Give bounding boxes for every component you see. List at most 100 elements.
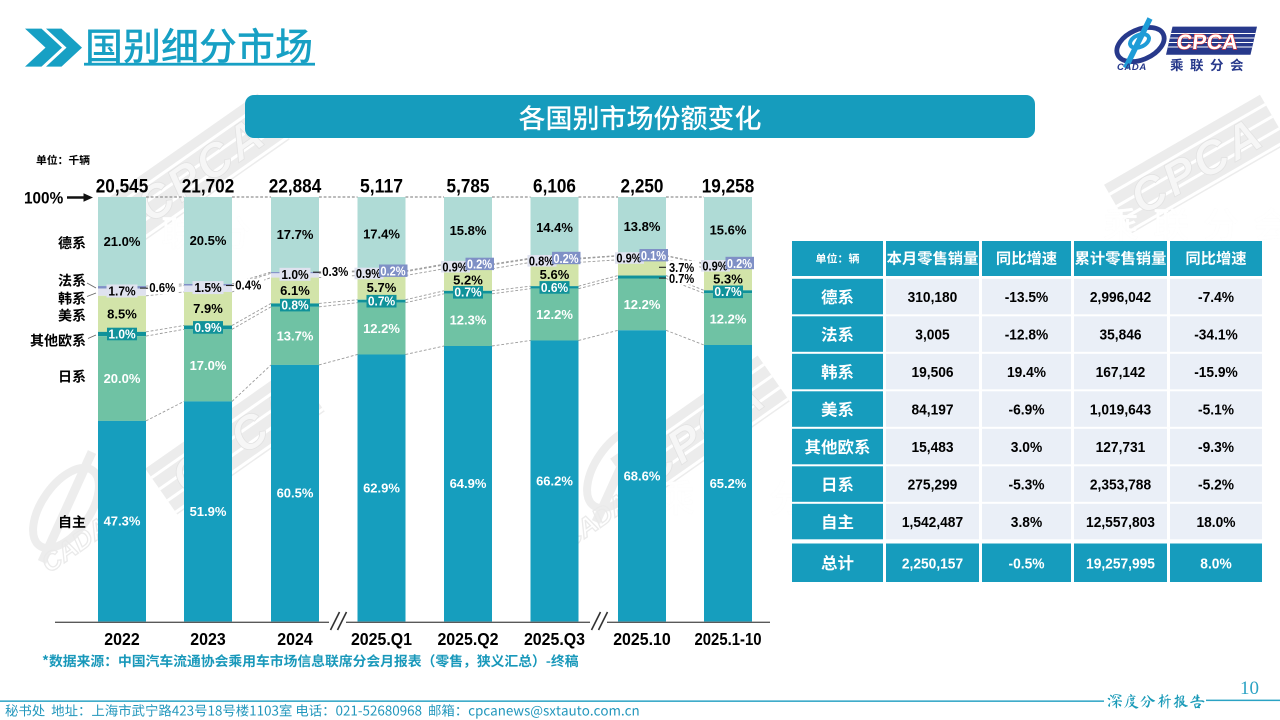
svg-text:66.2%: 66.2% bbox=[536, 474, 573, 489]
svg-text:-6.9%: -6.9% bbox=[1009, 403, 1045, 419]
svg-text:0.8%: 0.8% bbox=[529, 253, 555, 268]
svg-text:18.0%: 18.0% bbox=[1197, 515, 1236, 531]
svg-text:-12.8%: -12.8% bbox=[1005, 328, 1049, 344]
svg-text:127,731: 127,731 bbox=[1096, 440, 1146, 456]
svg-text:0.7%: 0.7% bbox=[454, 285, 482, 300]
svg-text:17.0%: 17.0% bbox=[190, 358, 227, 373]
svg-text:19,258: 19,258 bbox=[702, 175, 755, 197]
svg-text:19,257,995: 19,257,995 bbox=[1086, 557, 1155, 573]
svg-text:0.3%: 0.3% bbox=[322, 264, 348, 279]
svg-text:167,142: 167,142 bbox=[1096, 365, 1146, 381]
svg-text:2024: 2024 bbox=[277, 629, 313, 649]
svg-text:100%: 100% bbox=[24, 190, 64, 208]
svg-text:12.3%: 12.3% bbox=[450, 312, 487, 327]
svg-text:0.4%: 0.4% bbox=[235, 278, 261, 293]
svg-text:1.0%: 1.0% bbox=[108, 326, 136, 341]
svg-text:2025.Q3: 2025.Q3 bbox=[524, 629, 585, 649]
svg-text:20.5%: 20.5% bbox=[190, 233, 227, 248]
svg-text:17.7%: 17.7% bbox=[277, 227, 314, 242]
svg-text:62.9%: 62.9% bbox=[363, 481, 400, 496]
svg-text:5.7%: 5.7% bbox=[367, 280, 397, 295]
svg-text:2022: 2022 bbox=[104, 629, 140, 649]
svg-text:0.8%: 0.8% bbox=[281, 298, 309, 313]
svg-text:1.5%: 1.5% bbox=[194, 280, 222, 295]
svg-text:35,846: 35,846 bbox=[1099, 328, 1141, 344]
svg-text:20,545: 20,545 bbox=[96, 175, 149, 197]
svg-text:2025.1-10: 2025.1-10 bbox=[695, 629, 762, 649]
svg-text:15,483: 15,483 bbox=[911, 440, 953, 456]
svg-text:12.2%: 12.2% bbox=[624, 297, 661, 312]
svg-text:0.7%: 0.7% bbox=[714, 284, 742, 299]
svg-text:-7.4%: -7.4% bbox=[1198, 290, 1234, 306]
svg-text:12.2%: 12.2% bbox=[536, 307, 573, 322]
svg-text:3.0%: 3.0% bbox=[1011, 440, 1042, 456]
svg-text:275,299: 275,299 bbox=[908, 478, 958, 494]
svg-text:19.4%: 19.4% bbox=[1007, 365, 1046, 381]
svg-text:CPCA: CPCA bbox=[1176, 31, 1240, 54]
svg-text:12.2%: 12.2% bbox=[363, 321, 400, 336]
svg-text:20.0%: 20.0% bbox=[104, 371, 141, 386]
svg-text:0.6%: 0.6% bbox=[541, 280, 569, 295]
svg-text:0.6%: 0.6% bbox=[149, 280, 175, 295]
svg-text:2025.Q2: 2025.Q2 bbox=[437, 629, 498, 649]
svg-text:2,250,157: 2,250,157 bbox=[902, 557, 963, 573]
svg-text:6,106: 6,106 bbox=[533, 175, 576, 197]
svg-text:17.4%: 17.4% bbox=[363, 226, 400, 241]
svg-text:15.6%: 15.6% bbox=[710, 223, 747, 238]
svg-text:5.6%: 5.6% bbox=[540, 267, 570, 282]
svg-text:310,180: 310,180 bbox=[908, 290, 958, 306]
svg-text:2,996,042: 2,996,042 bbox=[1090, 290, 1151, 306]
svg-text:60.5%: 60.5% bbox=[277, 486, 314, 501]
svg-text:CADA: CADA bbox=[1117, 62, 1147, 73]
svg-text:8.5%: 8.5% bbox=[107, 306, 137, 321]
svg-text:-34.1%: -34.1% bbox=[1194, 328, 1238, 344]
svg-text:15.8%: 15.8% bbox=[450, 223, 487, 238]
svg-text:2025.Q1: 2025.Q1 bbox=[351, 629, 412, 649]
svg-text:68.6%: 68.6% bbox=[624, 468, 661, 483]
svg-text:5.3%: 5.3% bbox=[713, 272, 743, 287]
svg-text:6.1%: 6.1% bbox=[280, 283, 310, 298]
svg-text:13.8%: 13.8% bbox=[624, 219, 661, 234]
svg-text:1.7%: 1.7% bbox=[108, 284, 136, 299]
svg-text:1,542,487: 1,542,487 bbox=[902, 515, 963, 531]
svg-text:47.3%: 47.3% bbox=[104, 514, 141, 529]
svg-text:5,117: 5,117 bbox=[360, 175, 403, 197]
svg-text:2023: 2023 bbox=[190, 629, 226, 649]
svg-text:22,884: 22,884 bbox=[269, 175, 322, 197]
svg-text:-5.2%: -5.2% bbox=[1198, 478, 1234, 494]
svg-text:0.9%: 0.9% bbox=[702, 258, 728, 273]
svg-text:CPCA: CPCA bbox=[1121, 106, 1273, 224]
svg-text:0.9%: 0.9% bbox=[356, 266, 382, 281]
svg-text:0.2%: 0.2% bbox=[553, 251, 579, 266]
svg-text:64.9%: 64.9% bbox=[450, 476, 487, 491]
svg-text:-9.3%: -9.3% bbox=[1198, 440, 1234, 456]
svg-text:7.9%: 7.9% bbox=[193, 301, 223, 316]
svg-text:3.7%: 3.7% bbox=[669, 260, 695, 275]
svg-text:8.0%: 8.0% bbox=[1200, 557, 1231, 573]
svg-text:2,250: 2,250 bbox=[621, 175, 664, 197]
svg-text:0.9%: 0.9% bbox=[442, 259, 468, 274]
svg-text:12,557,803: 12,557,803 bbox=[1086, 515, 1155, 531]
svg-text:0.2%: 0.2% bbox=[467, 257, 493, 272]
svg-text:10: 10 bbox=[1240, 678, 1259, 699]
svg-text:21.0%: 21.0% bbox=[104, 234, 141, 249]
svg-text:0.7%: 0.7% bbox=[669, 271, 695, 286]
svg-text:-13.5%: -13.5% bbox=[1005, 290, 1049, 306]
svg-text:0.9%: 0.9% bbox=[194, 320, 222, 335]
svg-text:21,702: 21,702 bbox=[182, 175, 235, 197]
svg-text:14.4%: 14.4% bbox=[536, 220, 573, 235]
svg-text:19,506: 19,506 bbox=[911, 365, 953, 381]
svg-text:5,785: 5,785 bbox=[447, 175, 490, 197]
svg-text:1.0%: 1.0% bbox=[281, 267, 309, 282]
svg-text:84,197: 84,197 bbox=[911, 403, 953, 419]
svg-text:0.7%: 0.7% bbox=[368, 294, 396, 309]
svg-text:5.2%: 5.2% bbox=[453, 272, 483, 287]
svg-text:-5.1%: -5.1% bbox=[1198, 403, 1234, 419]
svg-text:0.1%: 0.1% bbox=[641, 248, 667, 263]
svg-text:0.2%: 0.2% bbox=[727, 256, 753, 271]
svg-text:2,353,788: 2,353,788 bbox=[1090, 478, 1151, 494]
svg-text:1,019,643: 1,019,643 bbox=[1090, 403, 1151, 419]
svg-text:3,005: 3,005 bbox=[915, 328, 949, 344]
svg-text:2025.10: 2025.10 bbox=[613, 629, 671, 649]
svg-text:-0.5%: -0.5% bbox=[1009, 557, 1045, 573]
